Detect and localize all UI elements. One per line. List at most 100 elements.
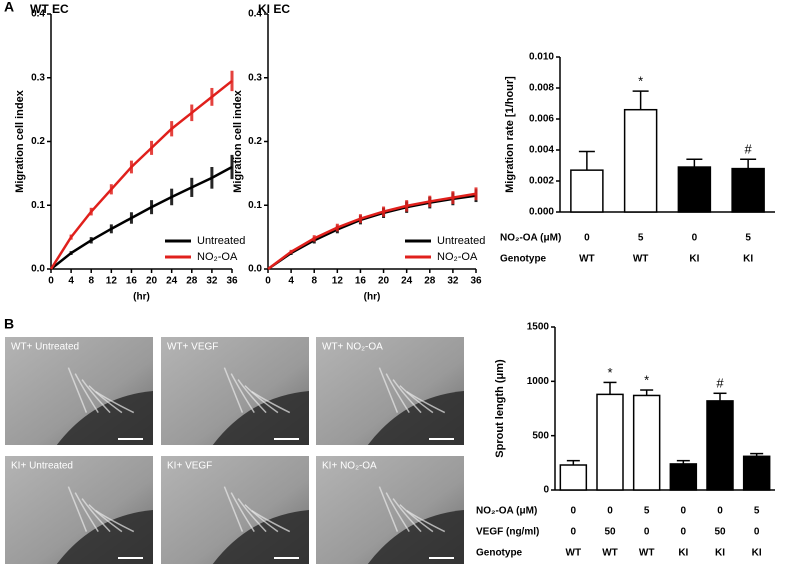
micrograph: WT+ NO₂-OA [316,337,464,445]
table-cell: 0 [681,506,687,517]
sprout [74,373,99,414]
table-cell: 0 [717,506,723,517]
chart-title: KI EC [258,2,290,16]
sprout [237,498,267,533]
sprout [95,509,135,533]
y-tick-label: 0.002 [529,176,554,187]
sprout [74,492,99,533]
x-tick-label: 0 [48,276,54,287]
sprout [378,367,399,413]
sprout [230,373,255,414]
y-tick-label: 0.004 [529,145,554,156]
sprout [67,486,88,532]
x-tick-label: 4 [68,276,74,287]
x-axis-label: (hr) [133,292,150,303]
y-tick-label: 0.2 [248,136,262,147]
tissue-mass [56,510,153,564]
sprout [406,390,446,414]
chart-title: WT EC [30,2,69,16]
bar [632,394,661,491]
annotation: * [607,365,612,380]
sprout [81,498,111,533]
legend-label: NO₂-OA [437,251,478,263]
table-cell: 5 [644,506,650,517]
y-tick-label: 500 [532,430,549,441]
table-cell: KI [715,548,725,559]
bar [596,393,624,491]
table-cell: 0 [571,506,577,517]
sprout [399,385,434,414]
tissue-mass [56,391,153,445]
micrograph: WT+ Untreated [5,337,153,445]
table-cell: WT [579,254,595,265]
x-tick-label: 28 [186,276,198,287]
table-cell: 5 [754,506,760,517]
series-line [267,192,477,271]
table-cell: KI [689,254,699,265]
sprout [88,504,123,533]
bar [677,166,712,213]
sprout [251,390,291,414]
y-axis-label: Sprout length (μm) [494,359,506,458]
x-tick-label: 24 [401,276,413,287]
table-cell: 50 [604,527,616,538]
micrograph-label: WT+ VEGF [167,342,218,353]
table-row-label: Genotype [476,548,523,559]
y-tick-label: 0.0 [31,264,45,275]
sprout [237,379,267,414]
table-cell: 5 [745,233,751,244]
x-tick-label: 0 [265,276,271,287]
y-axis-label: Migration cell index [14,89,26,193]
annotation: # [716,376,724,391]
y-axis-label: Migration cell index [232,89,244,193]
tissue-mass [212,391,309,445]
table-cell: KI [743,254,753,265]
x-tick-label: 20 [146,276,158,287]
y-tick-label: 0.010 [529,52,554,63]
micrograph-label: KI+ NO₂-OA [322,461,377,472]
bar [742,455,771,491]
x-tick-label: 12 [106,276,118,287]
table-cell: KI [752,548,762,559]
y-tick-label: 0.4 [248,9,262,20]
micrograph-label: WT+ NO₂-OA [322,342,383,353]
sprout [67,367,88,413]
sprout [251,509,291,533]
table-cell: WT [602,548,618,559]
sprout [392,379,422,414]
sprout [81,379,111,414]
x-tick-label: 8 [88,276,94,287]
bar [669,463,698,491]
x-tick-label: 4 [288,276,294,287]
sprout [406,509,446,533]
x-tick-label: 12 [332,276,344,287]
sprout [244,385,279,414]
bar [559,464,588,491]
sprout [378,486,399,532]
table-cell: 5 [638,233,644,244]
x-axis-label: (hr) [364,292,381,303]
table-row-label: NO₂-OA (μM) [476,506,537,517]
annotation: * [638,74,643,89]
tissue-mass [367,391,464,445]
x-tick-label: 36 [470,276,482,287]
table-row-label: Genotype [500,254,547,265]
table-cell: 0 [571,527,577,538]
sprout [244,504,279,533]
sprout [223,486,244,532]
annotation: * [644,372,649,387]
micrograph: KI+ NO₂-OA [316,456,464,564]
y-tick-label: 0.1 [31,200,45,211]
table-cell: KI [678,548,688,559]
y-tick-label: 0.3 [31,72,45,83]
legend-label: NO₂-OA [197,251,238,263]
bar [623,108,658,213]
x-tick-label: 16 [126,276,138,287]
micrograph: WT+ VEGF [161,337,309,445]
y-tick-label: 0.008 [529,83,554,94]
x-tick-label: 8 [311,276,317,287]
table-cell: 0 [584,233,590,244]
y-tick-label: 0.4 [31,9,45,20]
y-tick-label: 0.3 [248,72,262,83]
table-cell: WT [633,254,649,265]
